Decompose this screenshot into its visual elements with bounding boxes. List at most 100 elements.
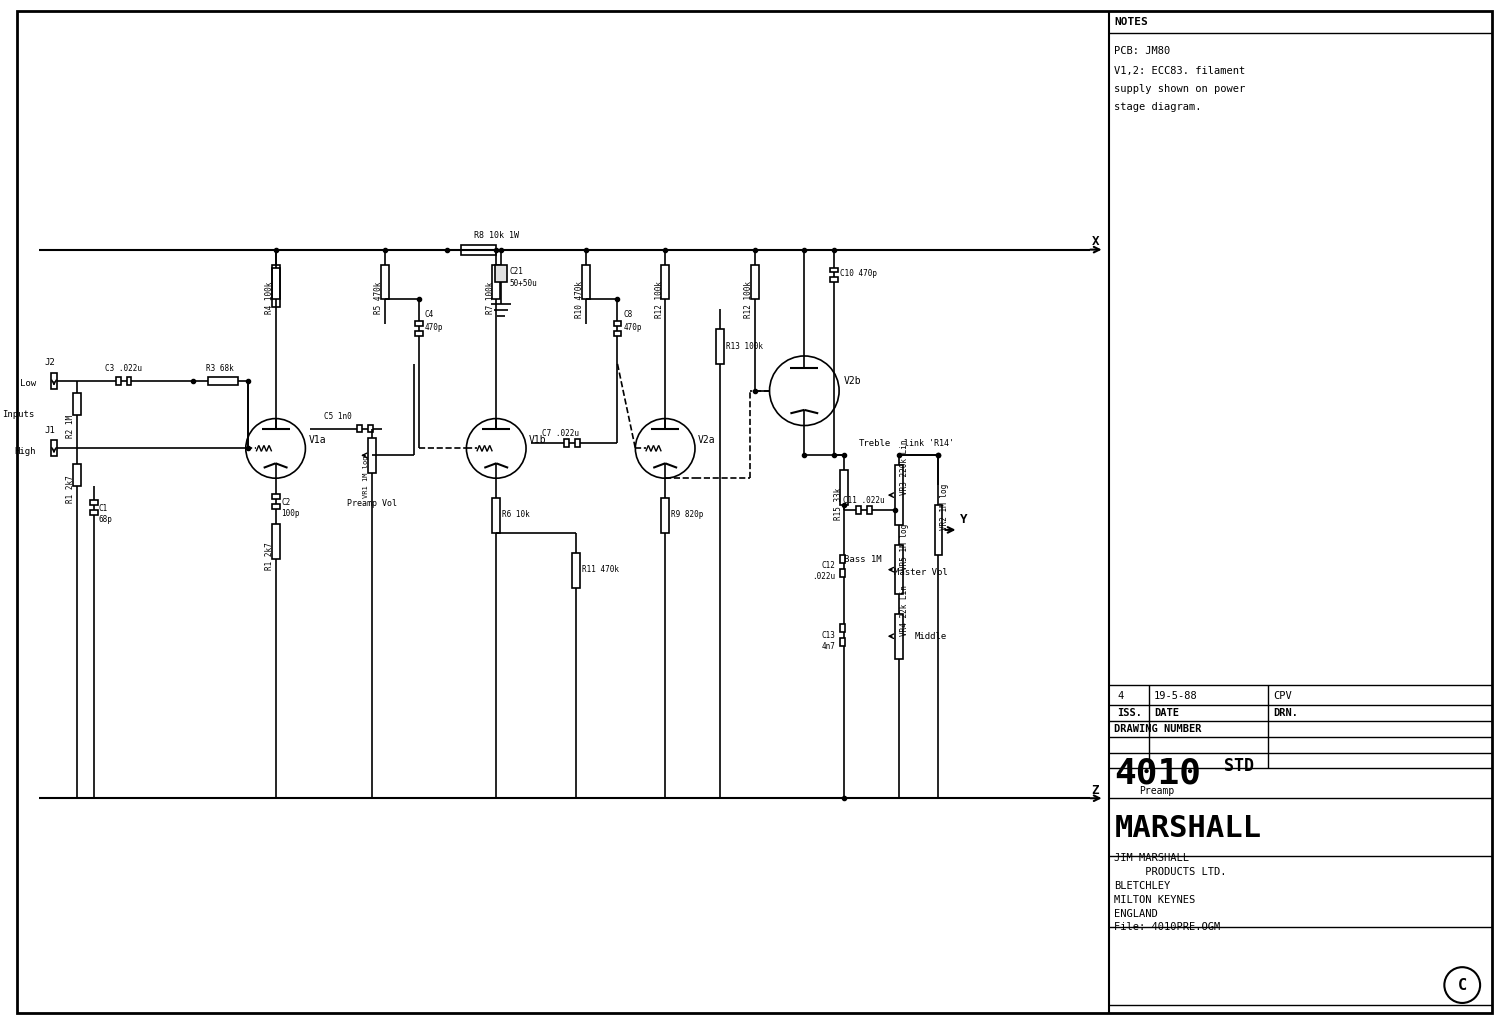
Text: 470p: 470p (624, 323, 642, 332)
Bar (462, 245, 496, 255)
Text: CPV: CPV (1274, 691, 1292, 700)
Text: Y: Y (960, 513, 968, 526)
Bar (662, 498, 669, 532)
Bar (840, 555, 844, 562)
Bar (272, 264, 279, 299)
Text: J2: J2 (44, 358, 55, 368)
Text: R11 470k: R11 470k (582, 565, 618, 574)
Text: PCB: JM80: PCB: JM80 (1114, 46, 1170, 56)
Text: JIM MARSHALL: JIM MARSHALL (1114, 853, 1190, 863)
Bar (51, 373, 57, 389)
Text: 50+50u: 50+50u (509, 279, 537, 288)
Text: C11 .022u: C11 .022u (843, 496, 885, 505)
Bar (896, 614, 903, 659)
Text: R6 10k: R6 10k (503, 511, 530, 519)
Text: Master Vol: Master Vol (894, 568, 948, 578)
Bar (495, 264, 507, 283)
Text: 470p: 470p (424, 323, 442, 332)
Bar (750, 264, 759, 299)
Bar (272, 524, 279, 559)
Text: C21: C21 (509, 267, 524, 276)
Bar (867, 506, 871, 514)
Text: Preamp: Preamp (1138, 786, 1174, 797)
Text: R4 100k: R4 100k (266, 282, 274, 313)
Text: C12: C12 (822, 561, 836, 570)
Bar (572, 553, 579, 588)
Text: Middle: Middle (915, 632, 946, 641)
Text: R1 2k7: R1 2k7 (266, 542, 274, 569)
Text: C5 1n0: C5 1n0 (324, 412, 352, 421)
Text: 100p: 100p (282, 510, 300, 518)
Text: PRODUCTS LTD.: PRODUCTS LTD. (1114, 866, 1227, 877)
Bar (830, 267, 839, 272)
Text: C: C (1458, 978, 1467, 992)
Bar (662, 264, 669, 299)
Bar (74, 464, 81, 486)
Bar (856, 506, 861, 514)
Text: R2 1M: R2 1M (66, 415, 75, 437)
Bar (614, 322, 621, 327)
Text: DRAWING NUMBER: DRAWING NUMBER (1114, 724, 1202, 733)
Text: 4010: 4010 (1114, 757, 1202, 791)
Bar (51, 440, 57, 457)
Text: V2a: V2a (698, 435, 715, 445)
Text: R8 10k 1W: R8 10k 1W (474, 231, 519, 241)
Text: File: 4010PRE.OGM: File: 4010PRE.OGM (1114, 923, 1221, 933)
Text: 19-5-88: 19-5-88 (1154, 691, 1198, 700)
Text: V2b: V2b (844, 376, 861, 386)
Text: V1b: V1b (530, 435, 546, 445)
Bar (574, 439, 579, 447)
Bar (368, 438, 376, 473)
Text: R10 470k: R10 470k (574, 282, 584, 318)
Text: MILTON KEYNES: MILTON KEYNES (1114, 895, 1196, 904)
Text: STD: STD (1224, 758, 1254, 775)
Bar (126, 377, 132, 385)
Text: BLETCHLEY: BLETCHLEY (1114, 881, 1170, 891)
Text: C7 .022u: C7 .022u (543, 429, 579, 438)
Bar (368, 425, 374, 432)
Text: 68p: 68p (99, 515, 112, 524)
Bar (357, 425, 362, 432)
Text: VR2 1M log: VR2 1M log (940, 483, 950, 529)
Text: ENGLAND: ENGLAND (1114, 908, 1158, 919)
Text: DATE: DATE (1154, 708, 1179, 718)
Bar (582, 264, 590, 299)
Text: C4: C4 (424, 309, 433, 318)
Bar (840, 568, 844, 577)
Bar (272, 267, 279, 307)
Bar (90, 510, 98, 515)
Text: VR5 1M log: VR5 1M log (900, 523, 909, 569)
Bar (614, 331, 621, 336)
Text: R12 100k: R12 100k (744, 282, 753, 318)
Bar (830, 278, 839, 283)
Text: C13: C13 (822, 631, 836, 640)
Text: Preamp Vol: Preamp Vol (346, 499, 398, 508)
Bar (840, 470, 848, 505)
Text: C1: C1 (99, 504, 108, 513)
Text: R5 470k: R5 470k (375, 282, 384, 313)
Text: 4n7: 4n7 (822, 642, 836, 650)
Bar (116, 377, 120, 385)
Text: R1 2k7: R1 2k7 (66, 475, 75, 503)
Text: C10 470p: C10 470p (840, 269, 878, 278)
Text: X: X (1092, 236, 1100, 248)
Text: ISS.: ISS. (1118, 708, 1143, 718)
Bar (934, 505, 942, 555)
Text: V1,2: ECC83. filament: V1,2: ECC83. filament (1114, 66, 1245, 76)
Bar (896, 465, 903, 525)
Text: C2: C2 (282, 498, 291, 507)
Bar (840, 625, 844, 632)
Text: supply shown on power: supply shown on power (1114, 84, 1245, 93)
Bar (272, 495, 279, 499)
Bar (90, 500, 98, 505)
Bar (492, 264, 500, 299)
Bar (272, 504, 279, 509)
Bar (209, 377, 238, 385)
Text: stage diagram.: stage diagram. (1114, 101, 1202, 112)
Text: Bass 1M: Bass 1M (844, 555, 882, 564)
Text: R12 100k: R12 100k (654, 282, 663, 318)
Text: V1a: V1a (309, 435, 326, 445)
Text: link 'R14': link 'R14' (903, 439, 954, 447)
Text: R7 100k: R7 100k (486, 282, 495, 313)
Bar (564, 439, 568, 447)
